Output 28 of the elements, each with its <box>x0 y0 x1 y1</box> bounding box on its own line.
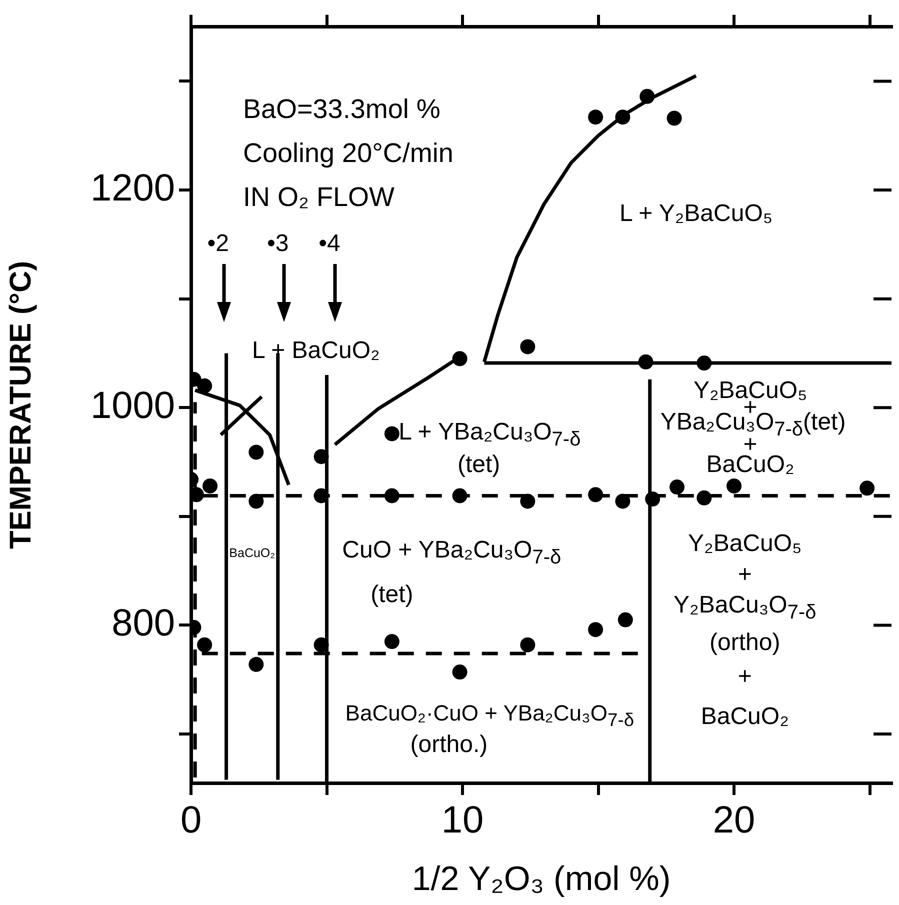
annotation: (tet) <box>457 451 500 478</box>
annotation: BaCuO₂·CuO + YBa₂Cu₃O$_{7-δ}$ <box>345 700 634 730</box>
annotation: BaCuO₂ <box>700 702 789 730</box>
x-tick-label: 10 <box>441 799 484 842</box>
x-axis-title: 1/2 Y₂O₃ (mol %) <box>412 860 671 898</box>
annotation: Cooling 20°C/min <box>243 136 454 170</box>
annotation: •2 <box>207 230 230 258</box>
annotation: BaCuO₂ <box>229 546 275 560</box>
annotation: •3 <box>267 230 289 258</box>
annotation: Y₂BaCu₃O$_{7-δ}$ <box>674 591 816 624</box>
x-tick-label: 20 <box>712 799 756 842</box>
annotation: L + YBa₂Cu₃O$_{7-δ}$ <box>398 418 581 450</box>
annotation: BaO=33.3mol % <box>243 92 442 126</box>
y-axis-title: TEMPERATURE (°C) <box>4 260 38 549</box>
annotation: Y₂BaCuO₅ <box>688 530 802 557</box>
x-tick-label: 0 <box>180 799 202 842</box>
annotation: (tet) <box>370 580 414 608</box>
annotation: CuO + YBa₂Cu₃O$_{7-δ}$ <box>342 537 562 569</box>
y-tick-label: 800 <box>112 602 175 645</box>
annotation: (ortho.) <box>410 730 488 758</box>
y-tick-label: 1000 <box>90 385 175 428</box>
annotation: + <box>738 663 752 690</box>
annotation: + <box>738 561 752 588</box>
y-tick-label: 1200 <box>90 167 175 210</box>
annotation: IN O₂ FLOW <box>243 180 396 214</box>
annotation: L + Y₂BaCuO₅ <box>619 200 773 227</box>
annotation: (ortho) <box>710 628 780 656</box>
annotation: •4 <box>318 230 340 258</box>
